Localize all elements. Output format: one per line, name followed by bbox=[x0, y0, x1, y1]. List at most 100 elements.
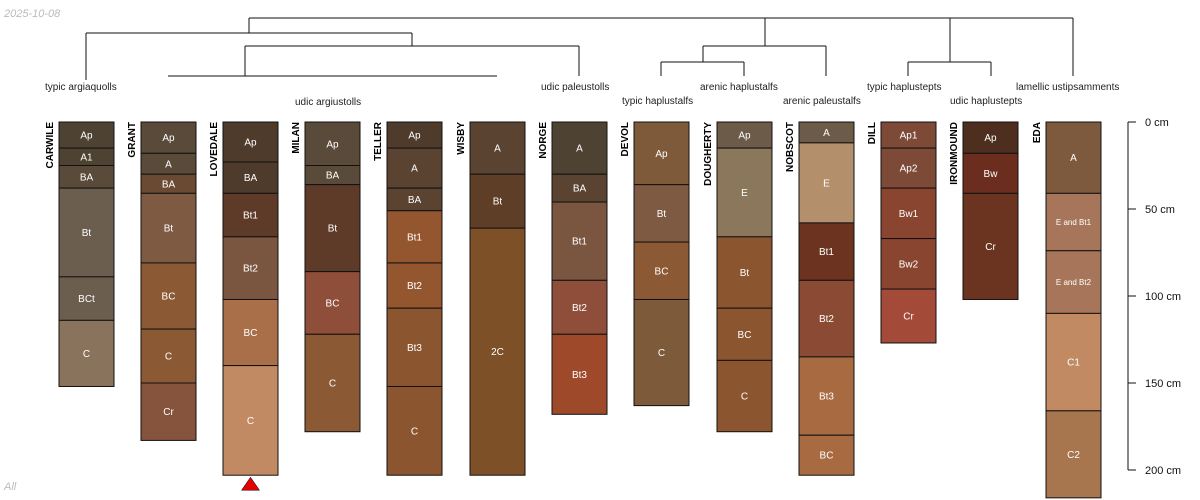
taxon-label-typic-argiaquolls: typic argiaquolls bbox=[45, 82, 117, 93]
profile-name: EDA bbox=[1032, 122, 1043, 143]
horizon bbox=[1045, 410, 1102, 499]
horizon bbox=[716, 147, 773, 238]
profile-carwile: CARWILE Ap A1 BA Bt BCt C bbox=[45, 121, 115, 387]
horizon-label: Bt bbox=[657, 209, 667, 220]
profile-dill: DILL Ap1 Ap2 Bw1 Bw2 Cr bbox=[867, 121, 937, 344]
horizon bbox=[551, 279, 608, 335]
horizon-label: Ap bbox=[162, 133, 175, 144]
horizon-label: Bt2 bbox=[819, 314, 834, 325]
horizon-label: Bt2 bbox=[407, 281, 422, 292]
horizon bbox=[1045, 250, 1102, 314]
horizon-label: BC bbox=[655, 266, 669, 277]
horizon-label: Bw bbox=[984, 169, 999, 180]
horizon bbox=[58, 319, 115, 387]
horizon bbox=[304, 184, 361, 273]
horizon bbox=[58, 121, 115, 149]
horizon bbox=[1045, 312, 1102, 412]
taxon-label-udic-haplustepts: udic haplustepts bbox=[950, 96, 1022, 107]
horizon-label: Bt bbox=[740, 268, 750, 279]
horizon-label: Ap bbox=[984, 133, 997, 144]
horizon-label: A bbox=[823, 128, 830, 139]
horizon-label: C1 bbox=[1067, 358, 1080, 369]
horizon-label: E and Bt2 bbox=[1056, 278, 1092, 287]
horizon bbox=[386, 262, 443, 309]
depth-axis: 0 cm 50 cm 100 cm 150 cm 200 cm bbox=[1127, 117, 1181, 477]
horizon bbox=[386, 385, 443, 476]
horizon bbox=[551, 333, 608, 415]
horizon-label: Bt2 bbox=[572, 303, 587, 314]
horizon bbox=[386, 121, 443, 149]
horizon-label: Bt1 bbox=[572, 237, 587, 248]
horizon-label: BA bbox=[80, 172, 94, 183]
horizon bbox=[386, 147, 443, 189]
horizon-label: Ap bbox=[408, 131, 421, 142]
horizon-label: BA bbox=[573, 184, 587, 195]
profile-dougherty: DOUGHERTY Ap E Bt BC C bbox=[703, 121, 773, 433]
horizon-label: Bt3 bbox=[407, 343, 422, 354]
taxon-label-typic-haplustalfs: typic haplustalfs bbox=[622, 96, 693, 107]
horizon-label: Cr bbox=[985, 242, 996, 253]
horizon bbox=[1045, 192, 1102, 252]
horizon bbox=[633, 298, 690, 407]
horizon-label: BC bbox=[244, 328, 258, 339]
horizon-label: BC bbox=[326, 298, 340, 309]
horizon-label: Bt bbox=[328, 224, 338, 235]
horizon bbox=[880, 288, 937, 344]
taxon-label-udic-argiustolls: udic argiustolls bbox=[295, 97, 361, 108]
horizon-label: C bbox=[83, 349, 90, 360]
horizon-label: C bbox=[165, 352, 172, 363]
horizon bbox=[798, 279, 855, 358]
horizon bbox=[798, 434, 855, 476]
horizon bbox=[798, 142, 855, 224]
horizon-label: BA bbox=[162, 179, 176, 190]
horizon-label: Bt bbox=[164, 224, 174, 235]
profile-wisby: WISBY A Bt 2C bbox=[456, 121, 526, 476]
horizon-label: Ap bbox=[80, 131, 93, 142]
horizon bbox=[140, 121, 197, 154]
taxon-label-lamellic-ustipsamments: lamellic ustipsamments bbox=[1016, 82, 1119, 93]
profile-name: CARWILE bbox=[45, 122, 56, 169]
horizon bbox=[880, 187, 937, 240]
profile-name: TELLER bbox=[373, 121, 384, 161]
horizon-label: Bw1 bbox=[899, 209, 919, 220]
horizon-label: E and Bt1 bbox=[1056, 218, 1092, 227]
axis-tick-label: 0 cm bbox=[1145, 117, 1169, 129]
horizon-label: BA bbox=[326, 171, 340, 182]
horizon-label: Bt bbox=[82, 228, 92, 239]
axis-tick-label: 200 cm bbox=[1145, 465, 1181, 477]
profile-eda: EDA A E and Bt1 E and Bt2 C1 C2 bbox=[1032, 121, 1102, 499]
axis-tick-label: 50 cm bbox=[1145, 204, 1175, 216]
taxon-label-arenic-paleustalfs: arenic paleustalfs bbox=[783, 96, 861, 107]
profile-milan: MILAN Ap BA Bt BC C bbox=[291, 121, 361, 433]
taxon-labels: typic argiaquolls udic argiustolls udic … bbox=[45, 82, 1119, 108]
horizon-label: BC bbox=[738, 330, 752, 341]
horizon bbox=[469, 121, 526, 175]
horizon bbox=[551, 201, 608, 281]
profile-name: GRANT bbox=[127, 122, 138, 158]
taxon-label-arenic-haplustalfs: arenic haplustalfs bbox=[700, 82, 778, 93]
horizon bbox=[222, 161, 279, 194]
footer-label: All bbox=[4, 481, 17, 493]
horizon bbox=[716, 307, 773, 361]
profile-norge: NORGE A BA Bt1 Bt2 Bt3 bbox=[538, 121, 608, 415]
profile-name: IRONMOUND bbox=[949, 122, 960, 185]
horizon-label: BC bbox=[820, 451, 834, 462]
horizon-label: BA bbox=[408, 195, 422, 206]
horizon-label: C2 bbox=[1067, 450, 1080, 461]
profile-name: MILAN bbox=[291, 122, 302, 154]
horizon-label: Bt1 bbox=[243, 211, 258, 222]
horizon-label: Bw2 bbox=[899, 259, 919, 270]
horizon-label: BCt bbox=[78, 294, 95, 305]
horizon-label: C bbox=[247, 416, 254, 427]
horizon bbox=[58, 187, 115, 278]
horizon-label: Cr bbox=[903, 312, 914, 323]
horizon bbox=[962, 121, 1019, 154]
horizon bbox=[304, 271, 361, 335]
horizon bbox=[551, 173, 608, 203]
horizon-label: A bbox=[576, 144, 583, 155]
horizon bbox=[386, 210, 443, 264]
horizon-label: Ap1 bbox=[900, 131, 918, 142]
horizon-label: C bbox=[411, 426, 418, 437]
horizon bbox=[1045, 121, 1102, 194]
horizon bbox=[469, 173, 526, 229]
